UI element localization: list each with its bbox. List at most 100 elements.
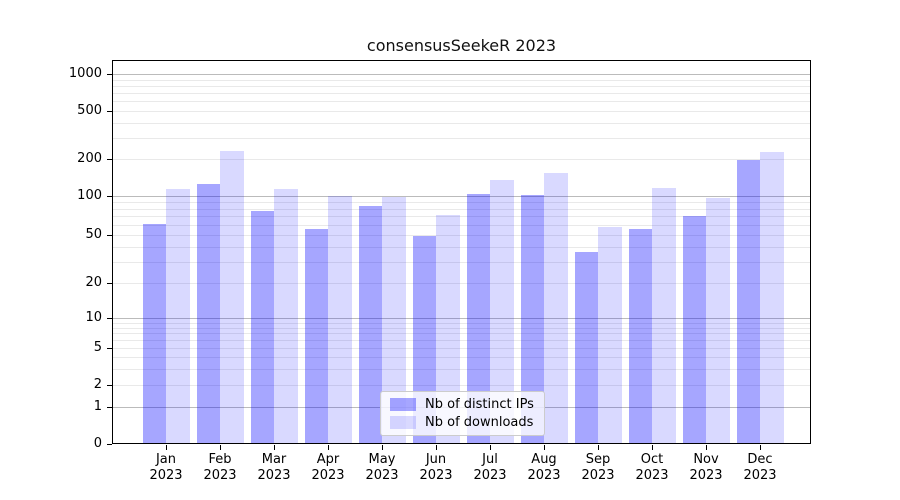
- y-tick-mark: [107, 348, 112, 349]
- x-tick-mark: [436, 445, 437, 450]
- bar-distinct-ips: [142, 223, 166, 443]
- gridline-minor: [113, 159, 810, 160]
- y-tick-label: 20: [85, 275, 102, 290]
- legend-label-downloads: Nb of downloads: [425, 415, 534, 430]
- bar-downloads: [544, 173, 568, 443]
- gridline-minor: [113, 333, 810, 334]
- x-tick-label: Jan 2023: [149, 452, 183, 483]
- gridline-minor: [113, 348, 810, 349]
- x-tick-label: Feb 2023: [203, 452, 237, 483]
- legend-item-distinct-ips: Nb of distinct IPs: [390, 397, 534, 412]
- y-tick-label: 2: [93, 377, 102, 392]
- x-tick-label: Jul 2023: [473, 452, 507, 483]
- bar-downloads: [382, 196, 406, 443]
- y-tick-mark: [107, 159, 112, 160]
- bar-downloads: [652, 187, 676, 443]
- bar-downloads: [274, 189, 298, 443]
- y-tick-label: 1000: [68, 66, 102, 81]
- bar-downloads: [490, 179, 514, 443]
- y-tick-label: 100: [77, 188, 102, 203]
- gridline-minor: [113, 328, 810, 329]
- gridline-minor: [113, 93, 810, 94]
- x-tick-label: Aug 2023: [527, 452, 561, 483]
- gridline-major: [113, 196, 810, 197]
- legend-item-downloads: Nb of downloads: [390, 415, 534, 430]
- y-tick-mark: [107, 444, 112, 445]
- gridline-major: [113, 318, 810, 319]
- bar-distinct-ips: [304, 228, 328, 443]
- y-tick-label: 0: [93, 436, 102, 451]
- y-tick-label: 5: [93, 340, 102, 355]
- gridline-minor: [113, 111, 810, 112]
- gridline-minor: [113, 235, 810, 236]
- gridline-minor: [113, 225, 810, 226]
- x-tick-mark: [166, 445, 167, 450]
- gridline-minor: [113, 80, 810, 81]
- bar-distinct-ips: [574, 252, 598, 443]
- gridline-minor: [113, 323, 810, 324]
- legend-label-distinct-ips: Nb of distinct IPs: [425, 397, 534, 412]
- x-tick-label: Nov 2023: [689, 452, 723, 483]
- x-tick-mark: [760, 445, 761, 450]
- legend-swatch-downloads: [390, 416, 416, 429]
- y-tick-label: 200: [77, 151, 102, 166]
- gridline-minor: [113, 357, 810, 358]
- gridline-minor: [113, 86, 810, 87]
- x-tick-mark: [490, 445, 491, 450]
- y-tick-mark: [107, 74, 112, 75]
- gridline-minor: [113, 209, 810, 210]
- y-tick-label: 1: [93, 399, 102, 414]
- gridline-minor: [113, 369, 810, 370]
- y-tick-mark: [107, 196, 112, 197]
- gridline-minor: [113, 247, 810, 248]
- x-tick-mark: [328, 445, 329, 450]
- x-tick-mark: [652, 445, 653, 450]
- bar-downloads: [706, 197, 730, 443]
- x-tick-mark: [598, 445, 599, 450]
- bar-distinct-ips: [682, 216, 706, 443]
- gridline-major: [113, 74, 810, 75]
- x-tick-mark: [706, 445, 707, 450]
- gridline-minor: [113, 101, 810, 102]
- x-tick-label: Mar 2023: [257, 452, 291, 483]
- y-tick-mark: [107, 111, 112, 112]
- bar-distinct-ips: [196, 184, 220, 443]
- gridline-minor: [113, 385, 810, 386]
- x-tick-label: Dec 2023: [743, 452, 777, 483]
- bar-downloads: [760, 151, 784, 443]
- y-tick-mark: [107, 407, 112, 408]
- gridline-minor: [113, 138, 810, 139]
- gridline-minor: [113, 202, 810, 203]
- bar-downloads: [166, 189, 190, 443]
- bar-distinct-ips: [520, 195, 544, 443]
- y-tick-label: 10: [85, 310, 102, 325]
- x-tick-mark: [544, 445, 545, 450]
- x-tick-label: Jun 2023: [419, 452, 453, 483]
- gridline-minor: [113, 340, 810, 341]
- y-tick-mark: [107, 318, 112, 319]
- x-tick-mark: [382, 445, 383, 450]
- gridline-minor: [113, 262, 810, 263]
- bar-distinct-ips: [358, 206, 382, 443]
- x-tick-label: Apr 2023: [311, 452, 345, 483]
- y-tick-mark: [107, 283, 112, 284]
- y-tick-label: 50: [85, 227, 102, 242]
- bar-downloads: [436, 215, 460, 443]
- bar-distinct-ips: [736, 159, 760, 443]
- x-tick-label: Oct 2023: [635, 452, 669, 483]
- legend-swatch-distinct-ips: [390, 398, 416, 411]
- gridline-minor: [113, 123, 810, 124]
- gridline-minor: [113, 216, 810, 217]
- x-tick-mark: [220, 445, 221, 450]
- x-tick-mark: [274, 445, 275, 450]
- bar-downloads: [220, 151, 244, 443]
- chart-legend: Nb of distinct IPs Nb of downloads: [380, 391, 545, 436]
- gridline-minor: [113, 283, 810, 284]
- y-tick-label: 500: [77, 103, 102, 118]
- bar-downloads: [328, 196, 352, 443]
- bar-downloads: [598, 226, 622, 443]
- x-tick-label: May 2023: [365, 452, 399, 483]
- y-tick-mark: [107, 385, 112, 386]
- chart-title: consensusSeekeR 2023: [366, 36, 557, 55]
